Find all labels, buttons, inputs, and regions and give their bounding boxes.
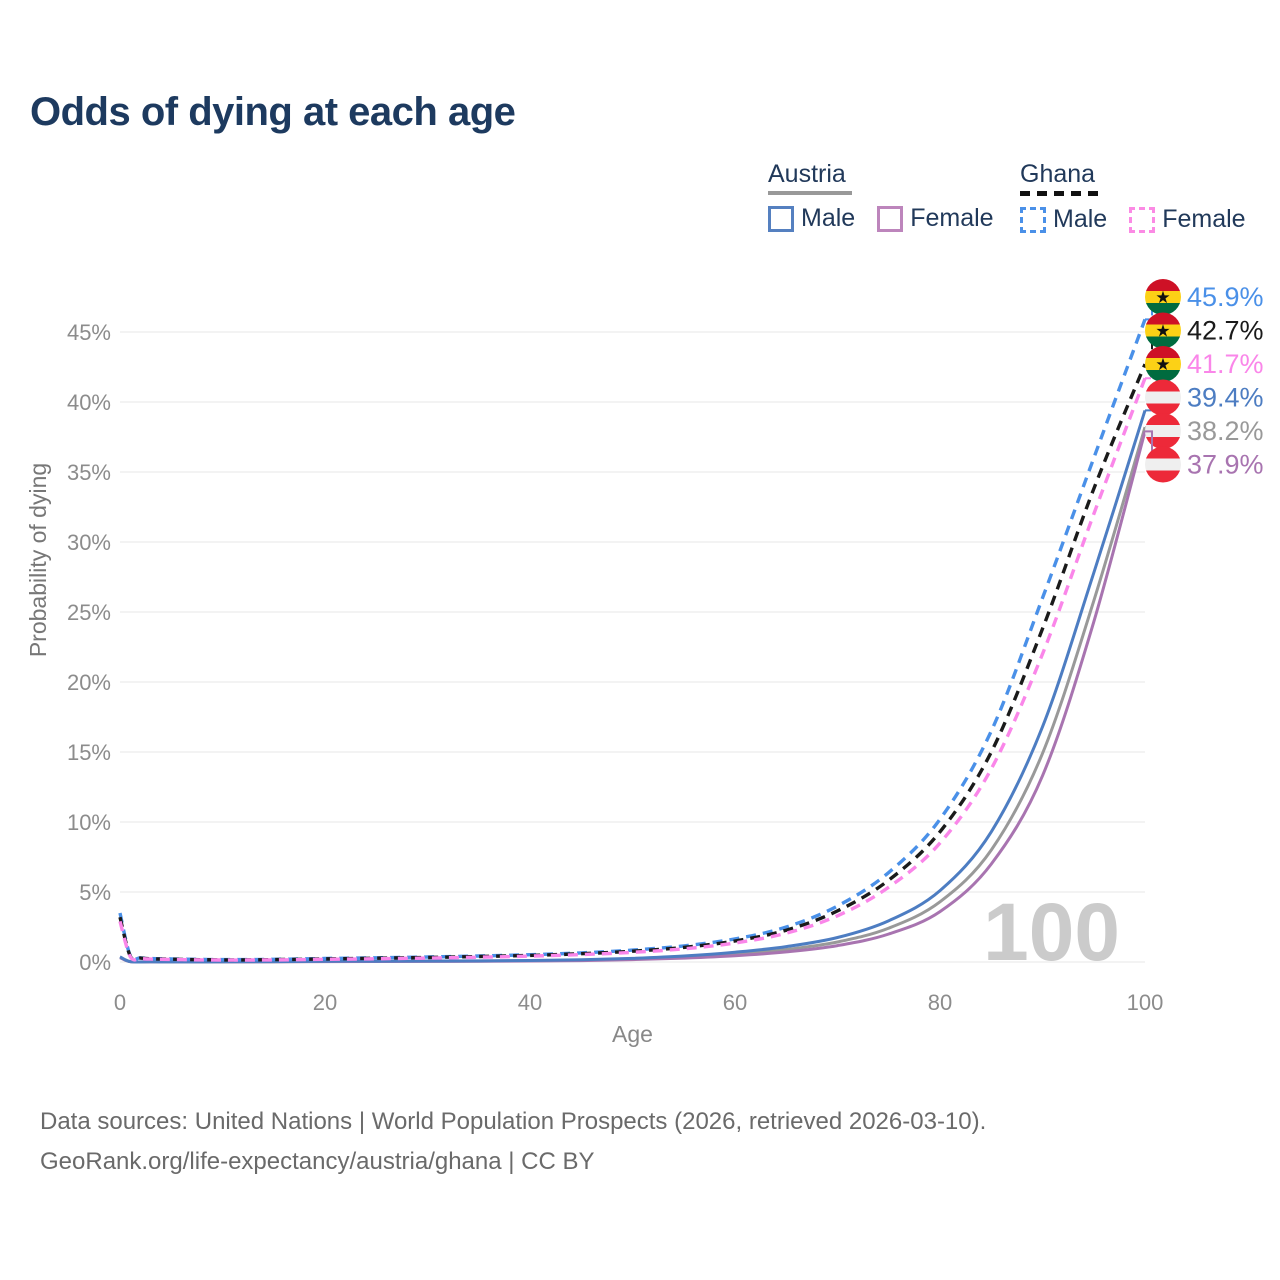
- y-tick-label: 35%: [67, 460, 111, 485]
- legend-label-ghana-male: Male: [1053, 205, 1108, 233]
- austria-flag-icon: [1145, 446, 1181, 483]
- ghana-flag-icon: ★: [1145, 346, 1181, 382]
- legend-label-austria-male: Male: [801, 204, 856, 232]
- legend-country-ghana: Ghana: [1020, 160, 1096, 188]
- page-title: Odds of dying at each age: [30, 90, 516, 134]
- y-tick-label: 15%: [67, 740, 111, 765]
- legend-swatch-austria-female: [877, 205, 904, 232]
- ghana-star: ★: [1155, 355, 1170, 374]
- series-line-ghana-all: [118, 363, 1147, 962]
- legend-item-ghana-male[interactable]: Male: [1020, 205, 1107, 234]
- x-tick-label: 40: [518, 990, 542, 1015]
- end-value-label-ghana-all: 42.7%: [1187, 316, 1264, 346]
- legend-swatch-austria-male: [768, 205, 794, 232]
- axes: 0 20 40 60 80 100 Age Probability of dying: [25, 463, 1163, 1047]
- x-tick-label: 100: [1127, 990, 1164, 1015]
- y-tick-label: 5%: [79, 880, 111, 905]
- attribution-text: GeoRank.org/life-expectancy/austria/ghan…: [40, 1148, 595, 1175]
- legend-country-austria: Austria: [768, 160, 846, 188]
- x-tick-label: 60: [723, 990, 747, 1015]
- legend-swatch-ghana-female: [1129, 206, 1156, 233]
- y-tick-label: 20%: [67, 670, 111, 695]
- y-tick-label: 30%: [67, 530, 111, 555]
- y-tick-label: 0%: [79, 950, 111, 975]
- y-axis-title: Probability of dying: [25, 463, 51, 657]
- legend-item-austria-female[interactable]: Female: [877, 204, 994, 233]
- series-line-austria-all: [119, 426, 1147, 964]
- series-lines: [118, 318, 1147, 964]
- end-value-label-austria-all: 38.2%: [1187, 416, 1264, 446]
- y-tick-label: 25%: [67, 600, 111, 625]
- current-age-watermark: 100: [983, 887, 1120, 978]
- series-line-austria-female: [119, 431, 1147, 964]
- data-sources-text: Data sources: United Nations | World Pop…: [40, 1108, 987, 1135]
- x-tick-label: 20: [313, 990, 337, 1015]
- y-tick-label: 10%: [67, 810, 111, 835]
- series-line-ghana-female: [118, 377, 1147, 962]
- ghana-flag-icon: ★: [1145, 279, 1181, 315]
- legend-label-ghana-female: Female: [1162, 205, 1246, 233]
- end-labels: ★ 45.9% ★ 42.7% ★ 41.7% 39.4%38.2% 37.9%: [1145, 279, 1264, 483]
- legend-item-ghana-female[interactable]: Female: [1129, 205, 1246, 234]
- legend-swatch-ghana-male: [1020, 206, 1046, 233]
- ghana-flag-icon: ★: [1145, 312, 1181, 349]
- x-tick-label: 0: [114, 990, 126, 1015]
- x-axis-title: Age: [612, 1021, 653, 1047]
- ghana-star: ★: [1155, 288, 1170, 307]
- series-line-austria-male: [119, 409, 1147, 964]
- leader-line-ghana-male: [1145, 296, 1153, 321]
- end-value-label-austria-female: 37.9%: [1187, 450, 1264, 480]
- legend-group-ghana: Ghana Male Female: [1020, 160, 1246, 234]
- gridlines: 0% 5% 10% 15% 20% 25% 30% 35% 40% 45%: [67, 320, 1145, 975]
- x-tick-label: 80: [928, 990, 952, 1015]
- austria-flag-icon: [1145, 413, 1181, 449]
- legend-label-austria-female: Female: [910, 204, 994, 232]
- legend-underline-austria: [768, 191, 852, 195]
- y-tick-label: 40%: [67, 390, 111, 415]
- end-value-label-ghana-female: 41.7%: [1187, 349, 1264, 379]
- legend-item-austria-male[interactable]: Male: [768, 204, 855, 233]
- end-value-label-ghana-male: 45.9%: [1187, 282, 1264, 312]
- ghana-star: ★: [1155, 322, 1170, 341]
- line-chart[interactable]: 0% 5% 10% 15% 20% 25% 30% 35% 40% 45% 0 20 40 60 80 100…: [0, 260, 1280, 1090]
- y-tick-label: 45%: [67, 320, 111, 345]
- end-value-label-austria-male: 39.4%: [1187, 383, 1264, 413]
- austria-flag-icon: [1145, 379, 1181, 416]
- legend-underline-ghana: [1020, 191, 1098, 196]
- legend-group-austria: Austria Male Female: [768, 160, 994, 233]
